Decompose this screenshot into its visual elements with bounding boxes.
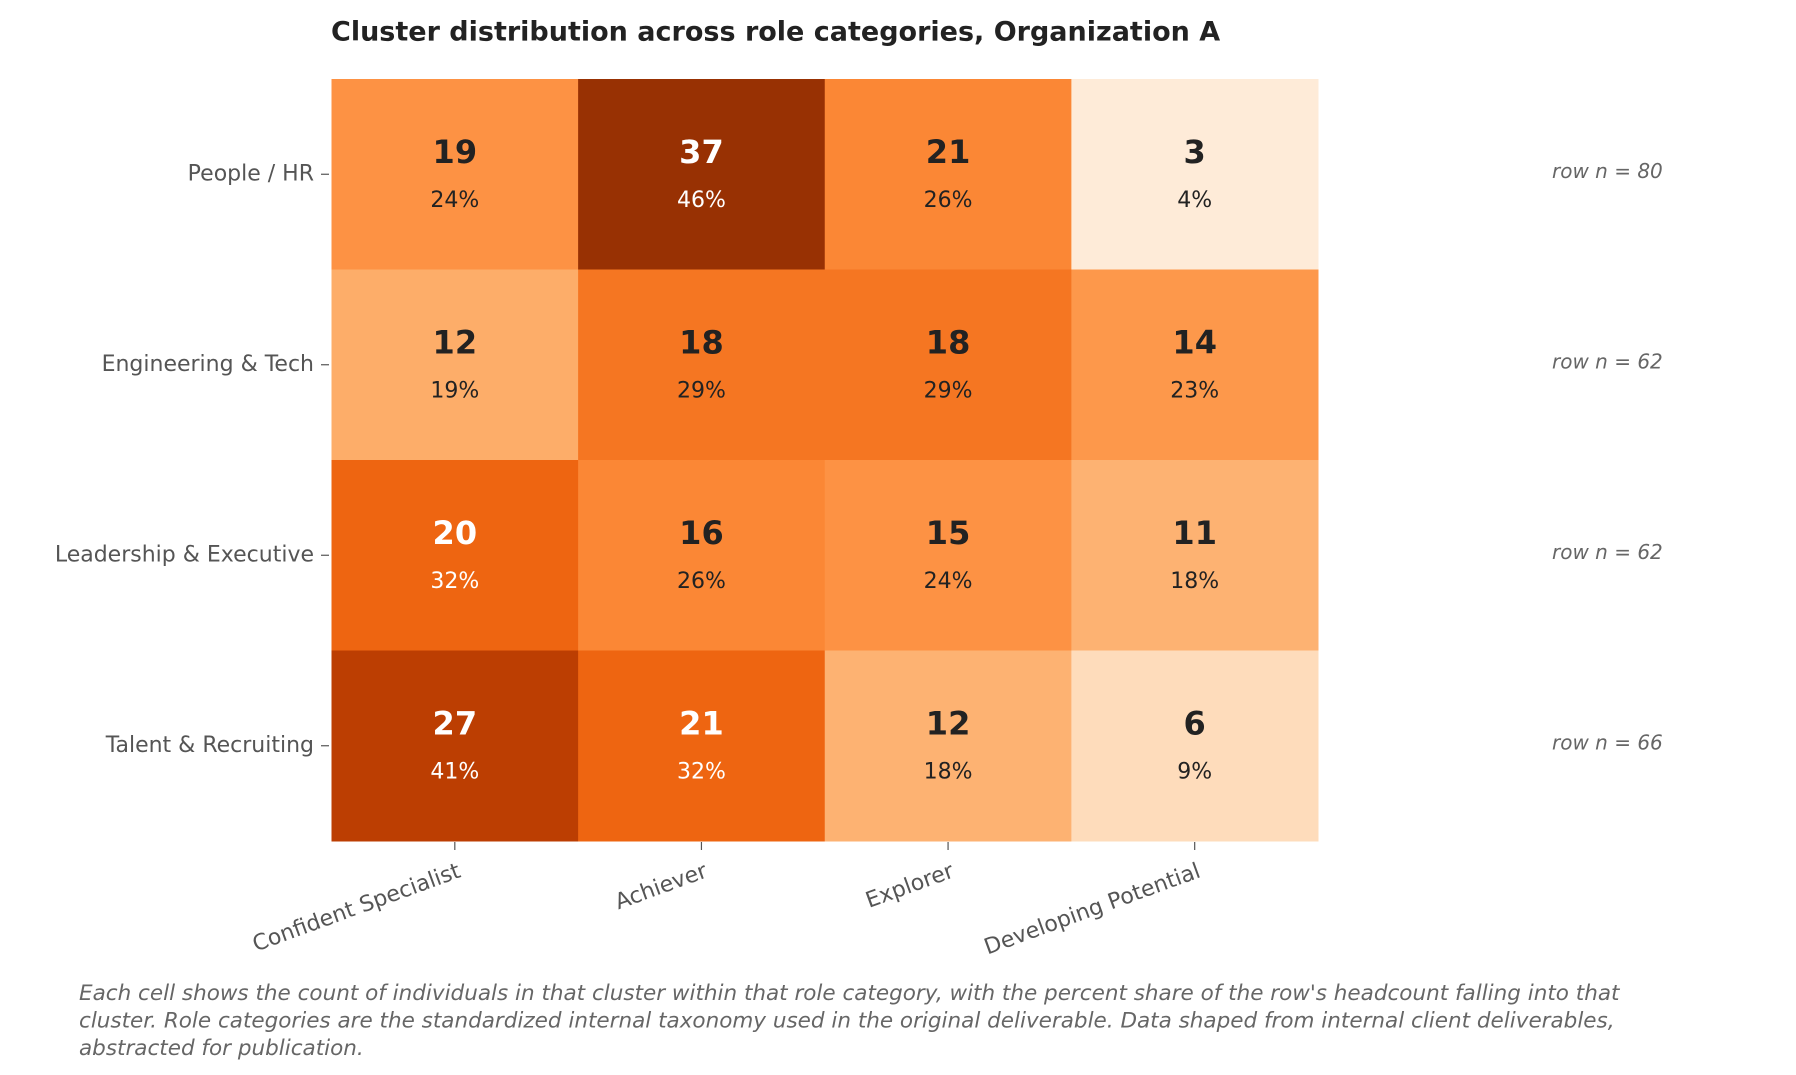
heatmap-cell — [1071, 650, 1319, 842]
heatmap-cell — [331, 79, 579, 270]
row-label: Leadership & Executive — [55, 542, 314, 567]
count-label: 12 — [433, 324, 478, 362]
count-label: 15 — [926, 514, 971, 552]
column-label: Developing Potential — [981, 859, 1204, 960]
share-label: 29% — [924, 379, 973, 404]
chart-title: Cluster distribution across role categor… — [331, 17, 1220, 48]
share-label: 4% — [1177, 188, 1212, 213]
count-label: 20 — [433, 514, 478, 552]
heatmap-cell — [1071, 460, 1319, 651]
heatmap-cell — [578, 79, 826, 270]
heatmap-cell — [578, 460, 826, 651]
share-label: 29% — [677, 379, 726, 404]
count-label: 18 — [679, 324, 724, 362]
heatmap-cell — [824, 79, 1072, 270]
heatmap-cell — [824, 650, 1072, 842]
share-label: 18% — [1170, 569, 1219, 594]
share-label: 24% — [430, 188, 479, 213]
count-label: 14 — [1172, 324, 1217, 362]
count-label: 21 — [679, 705, 724, 743]
column-label: Achiever — [612, 858, 712, 915]
count-label: 16 — [679, 514, 724, 552]
count-label: 21 — [926, 133, 971, 171]
share-label: 32% — [677, 760, 726, 785]
footnote: Each cell shows the count of individuals… — [79, 981, 1621, 1006]
share-label: 9% — [1177, 760, 1212, 785]
heatmap-cell — [331, 269, 579, 461]
heatmap-cell — [1071, 79, 1319, 270]
row-total: row n = 80 — [1552, 159, 1663, 183]
count-label: 6 — [1184, 705, 1206, 743]
heatmap-cell — [578, 269, 826, 461]
row-total: row n = 62 — [1552, 540, 1663, 564]
count-label: 11 — [1172, 514, 1217, 552]
row-total: row n = 66 — [1552, 730, 1663, 754]
heatmap-cell — [824, 269, 1072, 461]
share-label: 19% — [430, 379, 479, 404]
row-label: Engineering & Tech — [102, 352, 314, 377]
share-label: 46% — [677, 188, 726, 213]
count-label: 3 — [1184, 133, 1206, 171]
count-label: 27 — [433, 705, 478, 743]
count-label: 19 — [433, 133, 478, 171]
share-label: 24% — [924, 569, 973, 594]
heatmap-cell — [331, 650, 579, 842]
footnote: abstracted for publication. — [79, 1036, 364, 1061]
share-label: 26% — [677, 569, 726, 594]
footnote: cluster. Role categories are the standar… — [79, 1009, 1615, 1034]
row-label: Talent & Recruiting — [105, 733, 314, 758]
count-label: 12 — [926, 705, 971, 743]
share-label: 32% — [430, 569, 479, 594]
share-label: 23% — [1170, 379, 1219, 404]
column-label: Explorer — [863, 858, 959, 913]
share-label: 26% — [924, 188, 973, 213]
count-label: 18 — [926, 324, 971, 362]
heatmap-cell — [1071, 269, 1319, 461]
share-label: 41% — [430, 760, 479, 785]
heatmap-cell — [331, 460, 579, 651]
row-total: row n = 62 — [1552, 349, 1663, 373]
count-label: 37 — [679, 133, 724, 171]
heatmap-cell — [824, 460, 1072, 651]
heatmap-cell — [578, 650, 826, 842]
share-label: 18% — [924, 760, 973, 785]
row-label: People / HR — [188, 161, 314, 186]
column-label: Confident Specialist — [249, 859, 464, 958]
